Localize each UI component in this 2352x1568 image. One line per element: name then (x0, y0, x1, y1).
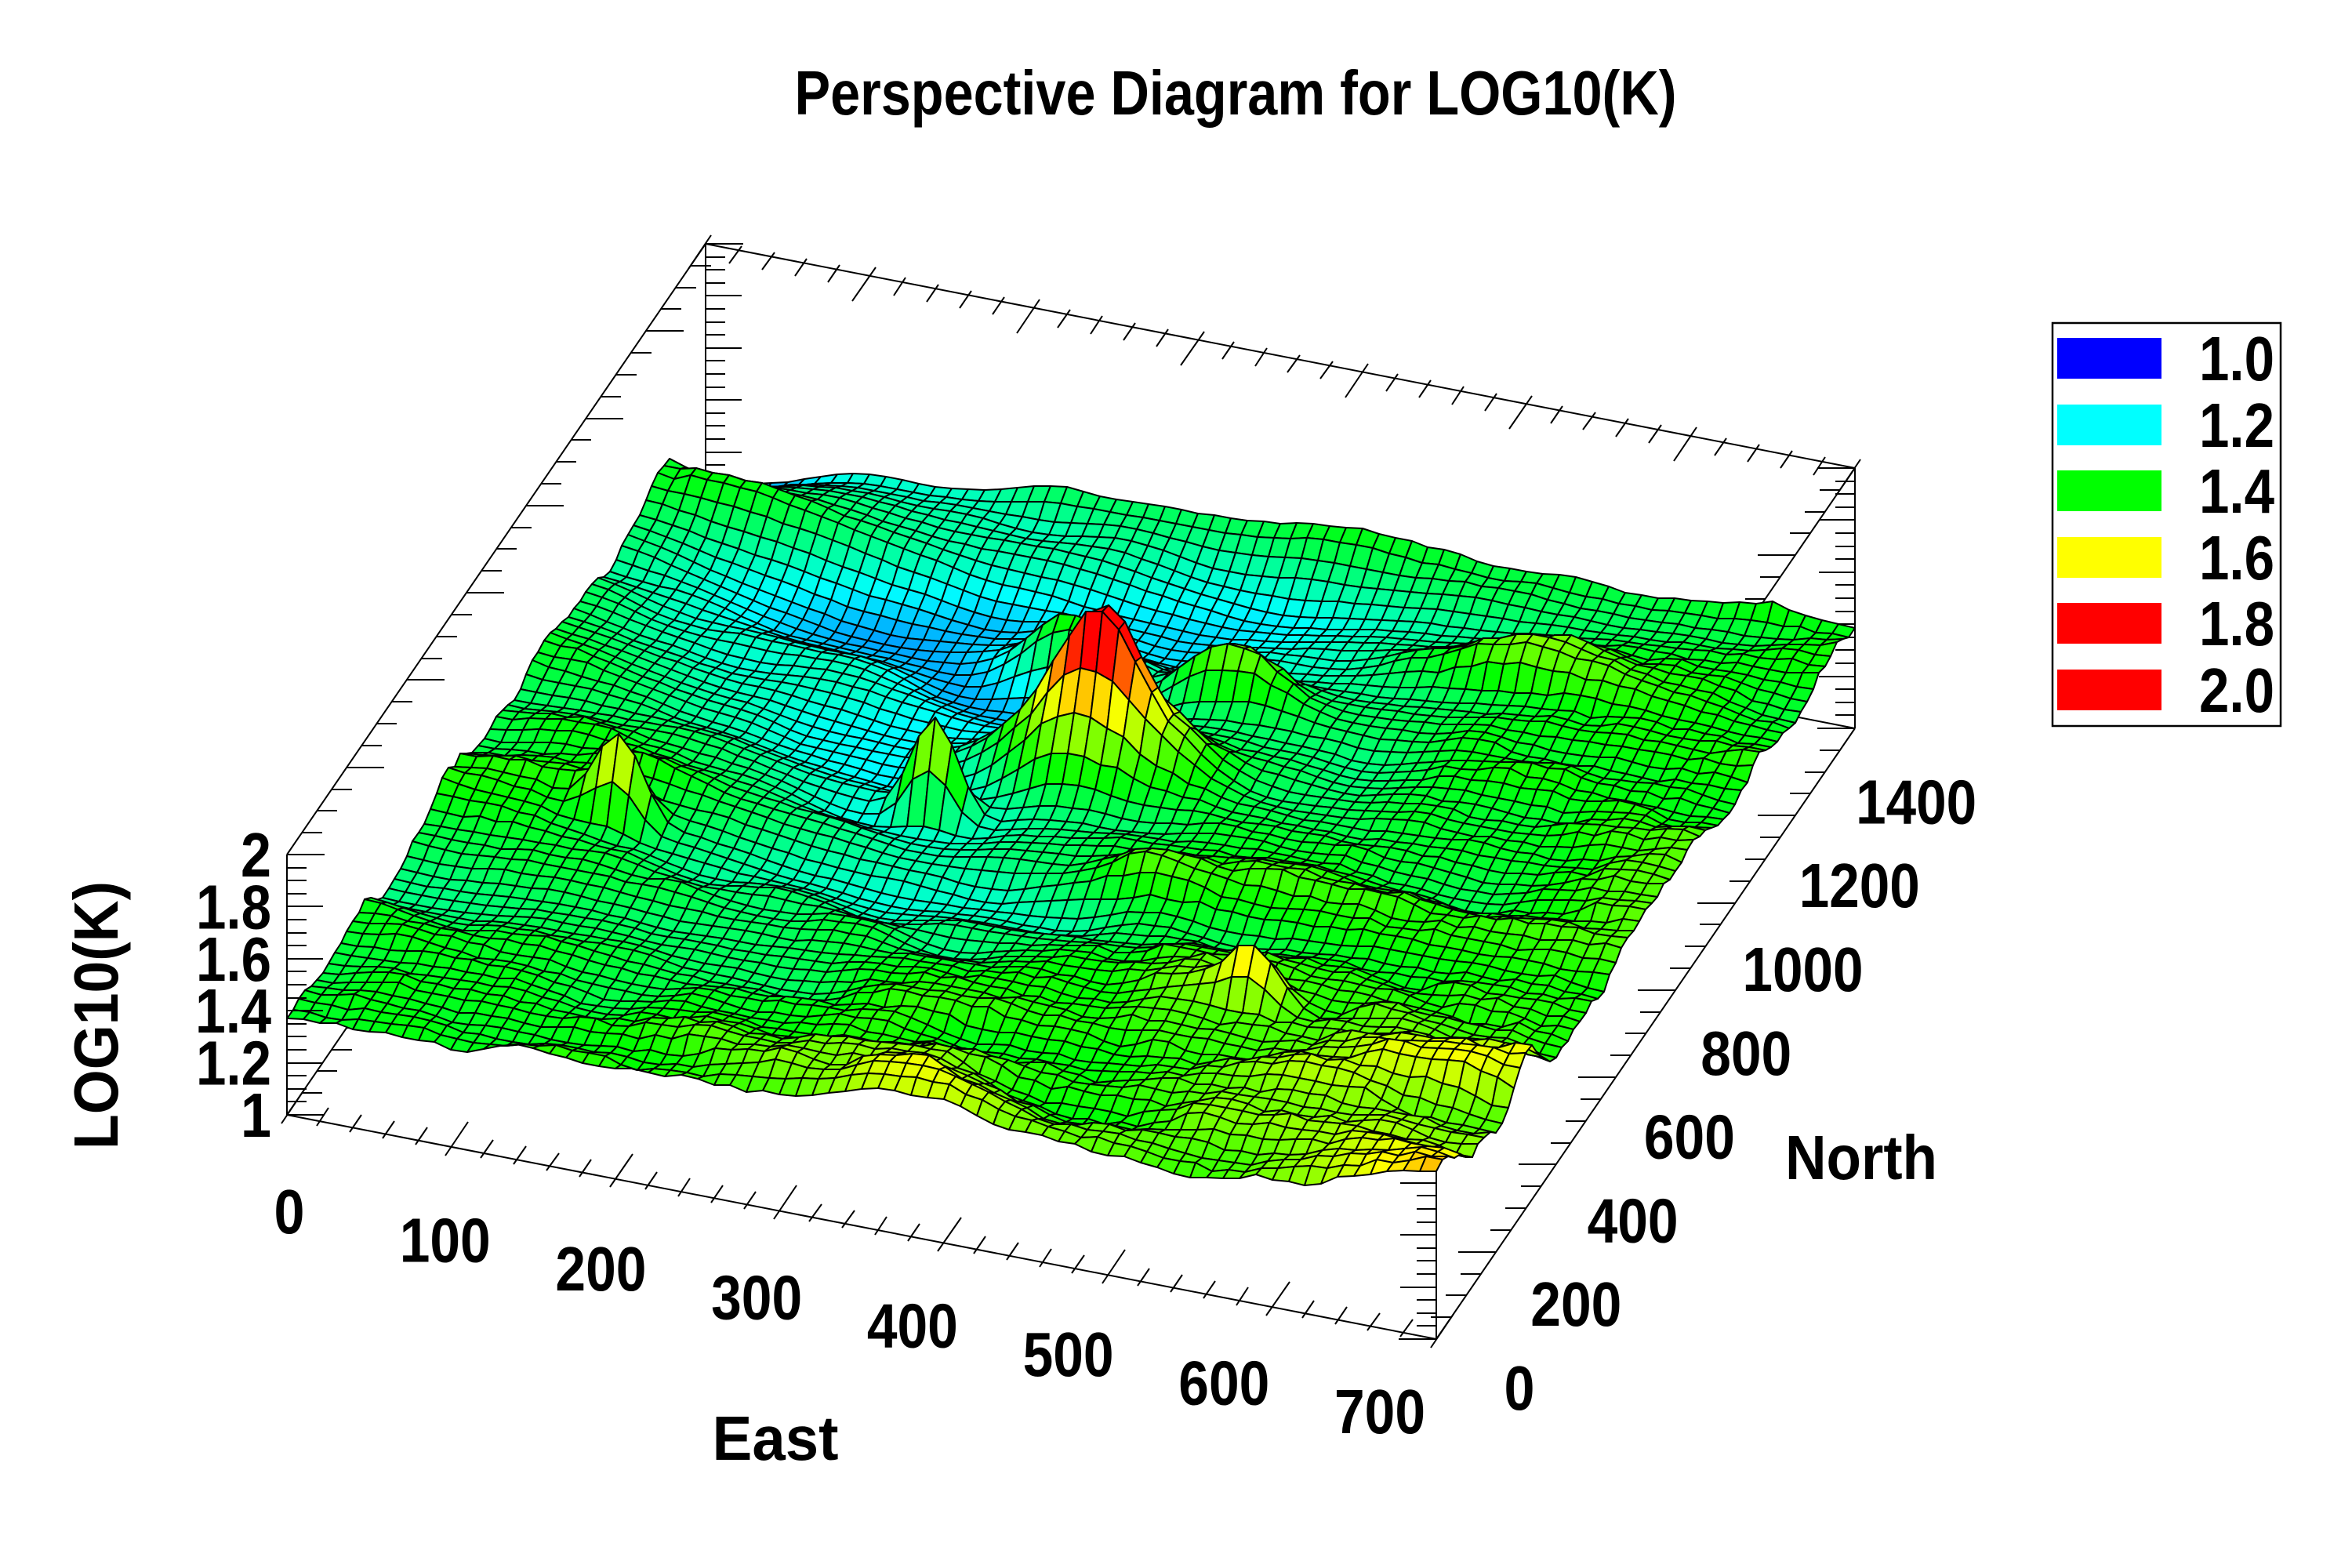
svg-text:600: 600 (1178, 1348, 1269, 1418)
svg-text:1.4: 1.4 (2199, 456, 2274, 526)
svg-text:1200: 1200 (1799, 851, 1920, 920)
svg-text:1.8: 1.8 (196, 872, 271, 942)
svg-text:600: 600 (1644, 1102, 1735, 1172)
svg-text:400: 400 (867, 1291, 958, 1361)
svg-text:0: 0 (1504, 1353, 1535, 1423)
svg-text:1.2: 1.2 (196, 1029, 271, 1098)
svg-text:1.0: 1.0 (2199, 324, 2274, 394)
svg-text:2: 2 (241, 820, 271, 890)
svg-text:500: 500 (1023, 1319, 1114, 1389)
svg-text:1.8: 1.8 (2199, 589, 2274, 659)
svg-text:LOG10(K): LOG10(K) (61, 881, 131, 1149)
svg-text:East: East (713, 1403, 839, 1473)
svg-text:1: 1 (241, 1080, 271, 1150)
svg-text:1.6: 1.6 (2199, 523, 2274, 593)
svg-text:1.6: 1.6 (196, 924, 271, 994)
svg-text:800: 800 (1700, 1018, 1791, 1088)
svg-text:North: North (1785, 1123, 1937, 1192)
svg-text:300: 300 (711, 1262, 802, 1332)
svg-text:700: 700 (1334, 1377, 1425, 1446)
svg-text:200: 200 (555, 1234, 646, 1304)
svg-text:Perspective Diagram for LOG10(: Perspective Diagram for LOG10(K) (795, 58, 1677, 128)
svg-text:200: 200 (1530, 1269, 1621, 1339)
svg-text:1000: 1000 (1743, 935, 1864, 1004)
svg-text:1.2: 1.2 (2199, 390, 2274, 460)
svg-text:400: 400 (1588, 1185, 1679, 1255)
svg-text:0: 0 (274, 1177, 305, 1247)
svg-text:100: 100 (400, 1205, 491, 1275)
svg-text:1.4: 1.4 (195, 976, 271, 1046)
svg-text:2.0: 2.0 (2199, 655, 2274, 725)
svg-text:1400: 1400 (1856, 767, 1976, 837)
